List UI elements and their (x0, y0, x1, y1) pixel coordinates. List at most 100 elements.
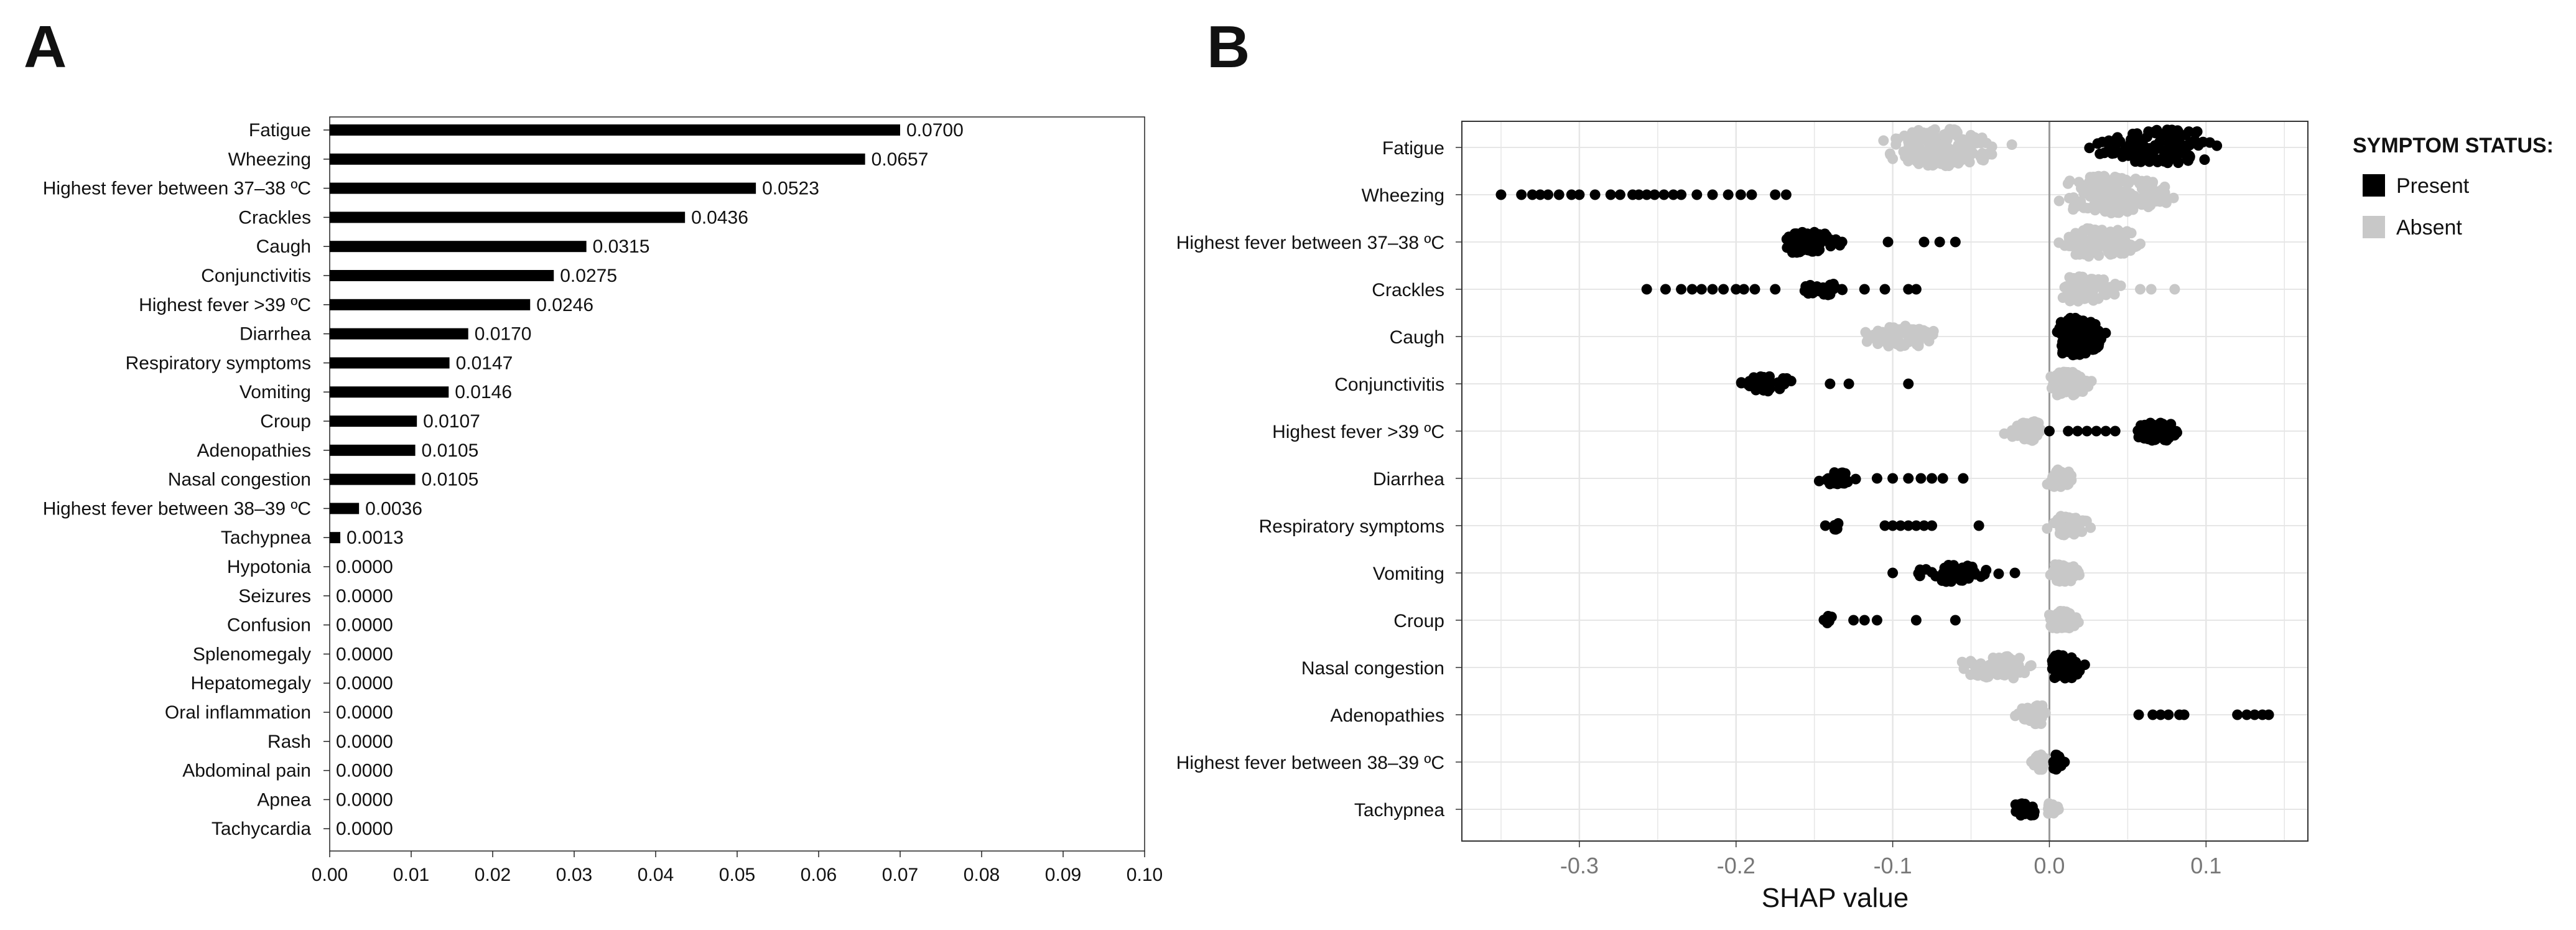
absent-respiratory-symptoms-point (2077, 515, 2088, 526)
present-diarrhea-point (1823, 475, 1834, 486)
category-label-croup: Croup (260, 411, 311, 432)
x-tick-label: 0.02 (475, 865, 511, 885)
bar-wheezing (330, 153, 865, 165)
category-label-diarrhea: Diarrhea (239, 324, 311, 345)
absent-wheezing-point (2068, 202, 2079, 213)
present-diarrhea-point (1813, 475, 1825, 486)
present-crackles-point (1641, 284, 1652, 295)
absent-caugh-point (1898, 339, 1909, 350)
legend: SYMPTOM STATUS: Present Absent (2353, 134, 2554, 239)
feature-label-wheezing: Wheezing (1362, 185, 1444, 206)
present-highest-fever-between-37-38-c-point (1797, 244, 1808, 256)
category-label-confusion: Confusion (227, 615, 311, 636)
absent-wheezing-point (2159, 181, 2170, 192)
present-highest-fever-between-37-38-c-point (1950, 236, 1961, 248)
feature-row-fatigue: Fatigue (1382, 124, 2223, 172)
present-tachypnea-point (2027, 802, 2038, 814)
absent-crackles-point (2146, 284, 2157, 295)
category-label-oral-inflammation: Oral inflammation (165, 702, 311, 723)
present-highest-fever-between-37-38-c-point (1918, 236, 1930, 248)
present-adenopathies-point (2178, 709, 2190, 720)
x-tick-label: 0.07 (882, 865, 918, 885)
x-tick-label: 0.06 (801, 865, 837, 885)
present-respiratory-symptoms-point (1927, 520, 1938, 531)
present-diarrhea-point (1958, 473, 1969, 484)
absent-respiratory-symptoms-point (2057, 528, 2068, 539)
present-fatigue-point (2099, 147, 2110, 159)
absent-nasal-congestion-point (1984, 659, 1995, 671)
present-wheezing-point (1676, 189, 1687, 200)
bar-caugh (330, 241, 587, 253)
category-label-conjunctivitis: Conjunctivitis (201, 266, 311, 286)
present-crackles-point (1823, 283, 1834, 294)
present-diarrhea-point (1887, 473, 1899, 484)
legend-label-present: Present (2396, 174, 2470, 198)
value-label-abdominal-pain: 0.0000 (336, 761, 393, 781)
absent-nasal-congestion-point (2000, 657, 2011, 668)
absent-highest-fever-between-37-38-c-point (2115, 248, 2126, 259)
absent-vomiting-point (2058, 575, 2069, 587)
feature-label-crackles: Crackles (1372, 280, 1444, 300)
absent-fatigue-point (1898, 146, 1909, 157)
present-respiratory-symptoms-point (1903, 520, 1914, 531)
present-fatigue-point (2084, 142, 2095, 154)
absent-caugh-point (1875, 334, 1886, 345)
present-respiratory-symptoms-point (1895, 520, 1906, 531)
present-wheezing-point (1780, 189, 1792, 200)
beeswarm-frame (1461, 121, 2309, 842)
absent-crackles-point (2063, 290, 2075, 301)
present-croup-point (1950, 615, 1961, 626)
present-adenopathies-point (2263, 709, 2274, 720)
present-highest-fever-between-37-38-c-point (1814, 244, 1825, 255)
present-highest-fever-between-37-38-c-point (1802, 228, 1813, 239)
absent-fatigue-point (1923, 159, 1934, 170)
present-wheezing-point (1770, 189, 1781, 200)
absent-fatigue-point (1977, 147, 1988, 159)
feature-row-diarrhea: Diarrhea (1373, 464, 2077, 492)
absent-wheezing-point (2080, 202, 2091, 213)
present-fatigue-point (2132, 152, 2143, 164)
feature-label-croup: Croup (1393, 611, 1444, 631)
present-adenopathies-point (2133, 709, 2144, 720)
present-fatigue-point (2160, 149, 2172, 160)
absent-crackles-point (2067, 278, 2078, 289)
present-crackles-point (1903, 284, 1914, 295)
present-croup-point (1823, 616, 1834, 627)
present-fatigue-point (2125, 144, 2136, 155)
value-label-splenomegaly: 0.0000 (336, 644, 393, 664)
absent-fatigue-point (1956, 134, 1967, 146)
absent-crackles-point (2077, 273, 2088, 284)
category-label-tachycardia: Tachycardia (212, 819, 311, 839)
absent-adenopathies-point (2017, 703, 2028, 714)
feature-row-croup: Croup (1393, 605, 2084, 634)
present-wheezing-point (1668, 189, 1679, 200)
present-adenopathies-point (2241, 709, 2253, 720)
feature-row-crackles: Crackles (1372, 271, 2180, 307)
absent-nasal-congestion-point (1973, 666, 1984, 677)
x-tick-label: 0.1 (2190, 853, 2221, 878)
bar-crackles (330, 212, 686, 223)
present-crackles-point (1836, 284, 1848, 295)
present-highest-fever-39-c-point (2109, 425, 2121, 437)
present-crackles-point (1749, 284, 1760, 295)
absent-wheezing-point (2089, 199, 2100, 210)
present-wheezing-point (1543, 189, 1554, 200)
absent-highest-fever-between-37-38-c-point (2088, 245, 2099, 256)
absent-caugh-point (1887, 327, 1898, 338)
value-label-diarrhea: 0.0170 (475, 324, 532, 345)
absent-highest-fever-39-c-point (1999, 428, 2010, 439)
category-label-fatigue: Fatigue (249, 120, 311, 141)
value-label-fatigue: 0.0700 (906, 120, 964, 141)
absent-respiratory-symptoms-point (2054, 517, 2065, 528)
absent-fatigue-point (1950, 126, 1961, 137)
present-crackles-point (1770, 284, 1781, 295)
absent-crackles-point (2104, 282, 2115, 293)
present-wheezing-point (1746, 189, 1757, 200)
absent-adenopathies-point (2035, 718, 2047, 729)
present-nasal-congestion-point (2079, 659, 2090, 671)
bar-highest-fever-between-38-39-c (330, 503, 360, 514)
present-wheezing-point (1614, 189, 1625, 200)
value-label-tachycardia: 0.0000 (336, 819, 393, 839)
present-caugh-point (2071, 314, 2082, 325)
value-label-respiratory-symptoms: 0.0147 (456, 353, 513, 373)
